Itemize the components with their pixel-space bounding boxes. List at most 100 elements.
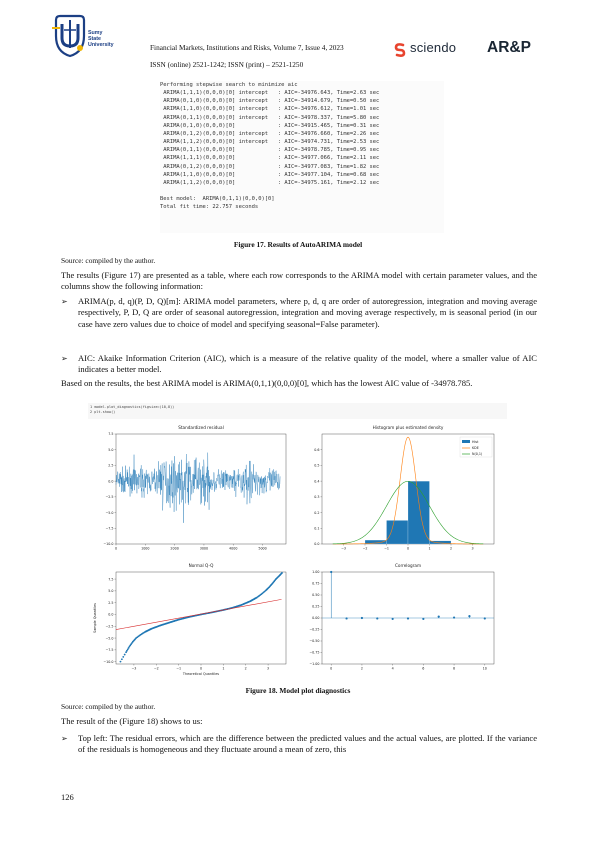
figure-18-source: Source: compiled by the author. [61, 702, 156, 711]
qq-point [126, 649, 128, 652]
x-tick-label: 2 [450, 547, 452, 551]
histogram-bar [407, 481, 430, 545]
x-tick-label: 0 [115, 547, 117, 551]
qq-point [125, 651, 127, 654]
y-tick-label: −0.25 [309, 628, 319, 632]
qq-point [127, 647, 130, 649]
code-output-line: ARIMA(1,1,1)(0,0,0)[0] intercept : AIC=-… [160, 90, 380, 97]
code-output-block: Performing stepwise search to minimize a… [160, 81, 444, 233]
code-output-line: ARIMA(0,1,2)(0,0,0)[0] intercept : AIC=-… [160, 130, 380, 137]
y-axis-label: Sample Quantiles [93, 603, 97, 633]
y-tick-label: 5.0 [108, 448, 113, 452]
code-output-line: ARIMA(1,1,2)(0,0,0)[0] : AIC=-34975.161,… [160, 179, 380, 186]
x-tick-label: −3 [341, 547, 346, 551]
x-tick-label: 4000 [229, 547, 237, 551]
qq-point [122, 656, 125, 658]
acf-point [330, 570, 333, 574]
x-tick-label: 1 [222, 667, 224, 671]
histogram-bar [386, 520, 409, 545]
qq-point [126, 648, 129, 651]
y-tick-label: 0.25 [312, 605, 319, 609]
y-tick-label: 0.2 [314, 511, 319, 515]
qq-plot-area [115, 571, 287, 665]
legend-label: N(0,1) [472, 452, 482, 456]
bullet-item: ➢ AIC: Akaike Information Criterion (AIC… [61, 353, 537, 377]
university-emblem-icon [52, 14, 86, 58]
page-number: 126 [61, 792, 74, 802]
x-tick-label: 0 [407, 547, 409, 551]
code-output-line: ARIMA(0,1,1)(0,0,0)[0] intercept : AIC=-… [160, 114, 380, 121]
code-output-line: ARIMA(0,1,0)(0,0,0)[0] intercept : AIC=-… [160, 98, 380, 105]
y-tick-label: 0.4 [314, 479, 319, 483]
brand-logo-text: AR&P [487, 39, 531, 56]
paragraph: The results (Figure 17) are presented as… [61, 270, 537, 292]
bullet-text: AIC: Akaike Information Criterion (AIC),… [78, 353, 537, 375]
code-output-line: ARIMA(1,1,0)(0,0,0)[0] : AIC=-34977.104,… [160, 171, 380, 178]
figure-18-code-cell: 1 model.plot_diagnostics(figsize=(10,8))… [88, 403, 507, 419]
publisher-logo-text: sciendo [410, 40, 457, 55]
x-tick-label: 3000 [200, 547, 208, 551]
x-tick-label: 2 [361, 667, 363, 671]
figure-17-caption: Figure 17. Results of AutoARIMA model [233, 240, 363, 249]
x-tick-label: −2 [154, 667, 159, 671]
x-tick-label: −1 [176, 667, 181, 671]
normal-density-line [332, 481, 484, 545]
acf-point [437, 615, 440, 618]
chart-title: Standardized residual [178, 425, 224, 430]
kde-line [332, 436, 484, 545]
y-tick-label: 0.00 [312, 616, 319, 620]
bullet-arrow-icon: ➢ [61, 297, 68, 306]
x-tick-label: 3 [267, 667, 269, 671]
y-tick-label: 0.0 [108, 479, 113, 483]
paragraph: The result of the (Figure 18) shows to u… [61, 716, 203, 726]
chart-title: Histogram plus estimated density [373, 425, 444, 430]
code-line: 1 model.plot_diagnostics(figsize=(10,8)) [90, 405, 175, 409]
university-name: Sumy State University [88, 30, 114, 48]
acf-point [422, 617, 425, 621]
qq-point [119, 660, 122, 663]
chart-title: Correlogram [395, 563, 421, 568]
diagnostics-figure: Standardized residual −1 0.0 −7.5 −5.0 −2.5 0.… [93, 425, 495, 676]
y-tick-label: −2.5 [105, 624, 113, 628]
x-axis-label: Theoretical Quantiles [182, 672, 219, 676]
x-tick-label: 6 [422, 667, 424, 671]
university-name-line: Sumy [88, 30, 103, 36]
bullet-text: Top left: The residual errors, which are… [78, 733, 537, 755]
bullet-item: ➢ Top left: The residual errors, which a… [61, 733, 537, 757]
code-output-line: Total fit time: 22.757 seconds [160, 204, 259, 211]
acf-point [391, 617, 394, 621]
code-line: 2 plt.show() [90, 410, 116, 414]
y-tick-label: 0.50 [312, 593, 319, 597]
y-tick-label: 0.1 [314, 526, 319, 530]
qq-reference-line [115, 599, 282, 630]
code-output-line: ARIMA(1,1,1)(0,0,0)[0] : AIC=-34977.066,… [160, 155, 380, 162]
x-tick-label: 3 [471, 547, 473, 551]
x-tick-label: 1000 [141, 547, 149, 551]
y-tick-label: −1.00 [309, 662, 319, 666]
code-output-line: Performing stepwise search to minimize a… [160, 82, 298, 88]
residual-series-line [115, 452, 281, 523]
paragraph: Based on the results, the best ARIMA mod… [61, 378, 473, 388]
x-tick-label: −1 [384, 547, 389, 551]
y-tick-label: 7.5 [108, 432, 113, 436]
figure-18-caption: Figure 18. Model plot diagnostics [245, 686, 351, 695]
y-tick-label: 0.6 [314, 448, 319, 452]
acf-point [345, 617, 348, 620]
x-tick-label: −2 [363, 547, 368, 551]
acf-point [406, 617, 410, 620]
figure-17-source: Source: compiled by the author. [61, 256, 156, 265]
university-name-line: State [88, 36, 101, 42]
y-tick-label: −7.5 [105, 648, 113, 652]
y-tick-label: 7.5 [108, 577, 113, 581]
x-tick-label: 0 [330, 667, 332, 671]
y-tick-label: −5.0 [105, 636, 113, 640]
legend-label: Hist [472, 440, 479, 444]
qq-point [281, 572, 283, 574]
acf-point [360, 616, 364, 620]
bullet-text: ARIMA(p, d, q)(P, D, Q)[m]: ARIMA model … [78, 296, 537, 329]
acf-point [452, 616, 456, 619]
y-tick-label: 0.5 [314, 464, 319, 468]
y-tick-label: 0.0 [108, 613, 113, 617]
code-output-line: ARIMA(1,1,0)(0,0,0)[0] intercept : AIC=-… [160, 106, 380, 113]
y-tick-label: −5.0 [105, 511, 113, 515]
